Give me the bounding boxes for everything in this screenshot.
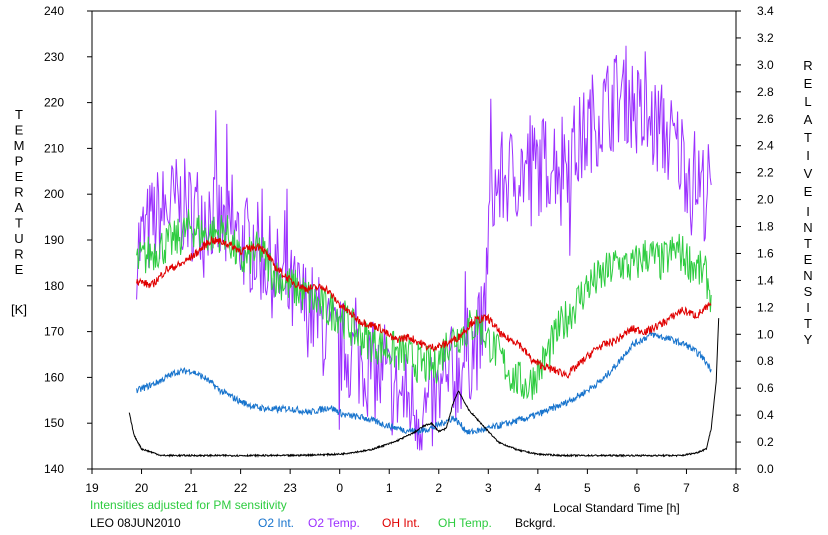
right-axis-label-letter: E — [804, 252, 813, 267]
right-axis-label-letter: I — [806, 204, 810, 219]
left-tick-label: 150 — [44, 416, 64, 430]
right-tick-label: 1.0 — [757, 327, 774, 341]
left-tick-label: 190 — [44, 233, 64, 247]
x-tick-label: 22 — [234, 481, 248, 495]
x-axis-label: Local Standard Time [h] — [553, 501, 680, 515]
left-axis-label-letter: P — [15, 154, 24, 169]
right-axis-label-letter: T — [804, 316, 812, 331]
right-axis-label-letter: E — [804, 76, 813, 91]
x-tick-label: 23 — [283, 481, 297, 495]
legend-o2-temp: O2 Temp. — [308, 516, 360, 530]
right-tick-label: 1.6 — [757, 246, 774, 260]
right-tick-label: 2.4 — [757, 139, 774, 153]
series-group — [128, 45, 720, 458]
right-axis-label-letter: Y — [804, 332, 813, 347]
right-tick-label: 0.0 — [757, 462, 774, 476]
x-tick-label: 1 — [386, 481, 393, 495]
right-tick-label: 3.0 — [757, 58, 774, 72]
series-line-oh-int — [136, 235, 712, 379]
right-axis: 0.0 0.2 0.4 0.6 0.8 1.0 1.2 1.4 1.6 1.8 2.0 2.2 2.4 2… — [736, 4, 774, 476]
series-line-bckgrd — [128, 318, 720, 458]
right-tick-label: 0.6 — [757, 381, 774, 395]
left-axis-label-letter: M — [14, 138, 25, 153]
left-axis-label-letter: E — [15, 262, 24, 277]
right-tick-label: 1.8 — [757, 220, 774, 234]
left-tick-label: 200 — [44, 187, 64, 201]
right-tick-label: 3.2 — [757, 31, 774, 45]
right-tick-label: 2.2 — [757, 166, 774, 180]
x-tick-label: 3 — [485, 481, 492, 495]
legend-bckgrd: Bckgrd. — [515, 516, 556, 530]
left-axis-label-letter: T — [15, 107, 23, 122]
legend-oh-temp: OH Temp. — [438, 516, 492, 530]
left-axis-label-letter: E — [15, 169, 24, 184]
left-tick-label: 210 — [44, 141, 64, 155]
x-tick-label: 0 — [336, 481, 343, 495]
x-tick-label: 7 — [683, 481, 690, 495]
left-tick-label: 220 — [44, 96, 64, 110]
left-tick-label: 230 — [44, 50, 64, 64]
right-tick-label: 3.4 — [757, 4, 774, 18]
x-tick-label: 6 — [634, 481, 641, 495]
x-tick-label: 21 — [184, 481, 198, 495]
right-axis-label-letter: N — [803, 220, 812, 235]
left-axis: 140 150 160 170 180 190 200 210 220 230 240 — [44, 4, 92, 476]
legend-o2-int: O2 Int. — [258, 516, 294, 530]
right-axis-label-letter: I — [806, 300, 810, 315]
right-tick-label: 0.2 — [757, 435, 774, 449]
left-tick-label: 140 — [44, 462, 64, 476]
left-tick-label: 180 — [44, 279, 64, 293]
x-tick-label: 8 — [733, 481, 740, 495]
x-tick-label: 2 — [435, 481, 442, 495]
right-tick-label: 2.6 — [757, 112, 774, 126]
left-tick-label: 240 — [44, 4, 64, 18]
left-axis-label-letter: A — [15, 200, 24, 215]
right-axis-label-letter: S — [804, 284, 813, 299]
right-axis-label-letter: A — [804, 112, 813, 127]
right-tick-label: 2.8 — [757, 85, 774, 99]
x-tick-label: 4 — [535, 481, 542, 495]
right-tick-label: 0.4 — [757, 408, 774, 422]
right-tick-label: 1.2 — [757, 300, 774, 314]
station-label: LEO 08JUN2010 — [90, 516, 181, 530]
legend-oh-int: OH Int. — [382, 516, 420, 530]
right-axis-label-letter: V — [804, 166, 813, 181]
left-axis-label-letter: U — [14, 231, 23, 246]
right-axis-label-letter: T — [804, 130, 812, 145]
left-axis-label-letter: R — [14, 185, 23, 200]
left-axis-unit: [K] — [11, 302, 27, 317]
x-tick-label: 20 — [135, 481, 149, 495]
x-tick-label: 19 — [85, 481, 99, 495]
right-axis-label-letter: N — [803, 268, 812, 283]
right-axis-label-letter: L — [804, 94, 811, 109]
left-axis-label-letter: E — [15, 123, 24, 138]
right-axis-label-letter: R — [803, 58, 812, 73]
left-axis-label-letter: R — [14, 247, 23, 262]
annotation: Intensities adjusted for PM sensitivity — [90, 498, 287, 512]
right-tick-label: 2.0 — [757, 193, 774, 207]
right-axis-label-letter: T — [804, 236, 812, 251]
x-tick-label: 5 — [584, 481, 591, 495]
plot-frame — [91, 10, 737, 470]
legend: O2 Int. O2 Temp. OH Int. OH Temp. Bckgrd. — [258, 516, 556, 530]
right-tick-label: 0.8 — [757, 354, 774, 368]
right-axis-label-letter: I — [806, 148, 810, 163]
series-line-o2-temp — [136, 45, 712, 451]
series-line-o2-int — [136, 330, 712, 435]
left-tick-label: 170 — [44, 325, 64, 339]
right-tick-label: 1.4 — [757, 273, 774, 287]
left-tick-label: 160 — [44, 370, 64, 384]
right-axis-label-letter: E — [804, 184, 813, 199]
left-axis-label-letter: T — [15, 216, 23, 231]
x-axis: 19 20 21 22 23 0 1 2 3 4 5 6 7 8 — [85, 469, 740, 495]
series-line-oh-temp — [136, 208, 712, 400]
